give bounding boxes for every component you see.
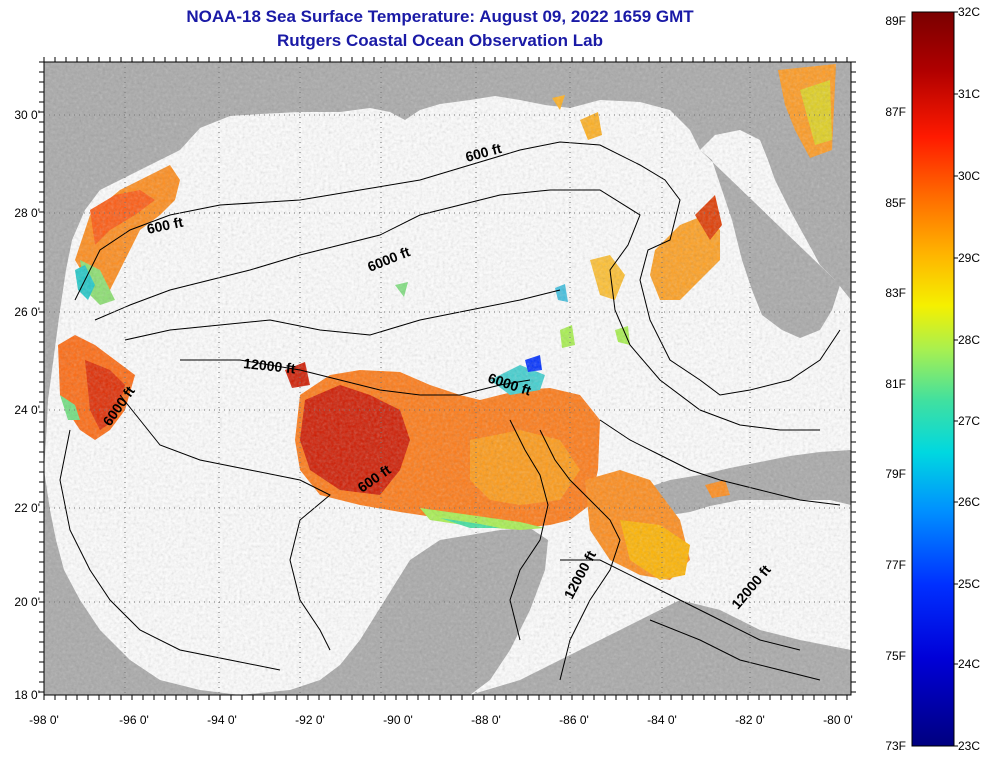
- colorbar-f-label: 81F: [885, 377, 906, 391]
- colorbar-f-label: 79F: [885, 467, 906, 481]
- colorbar-f-label: 75F: [885, 649, 906, 663]
- lon-tick-label: -84 0': [647, 713, 677, 727]
- contour-label: 600 ft: [145, 214, 184, 237]
- colorbar-f-label: 73F: [885, 739, 906, 753]
- colorbar-f-label: 77F: [885, 558, 906, 572]
- colorbar-c-label: 30C: [958, 169, 980, 183]
- colorbar-f-label: 85F: [885, 196, 906, 210]
- lon-tick-label: -90 0': [383, 713, 413, 727]
- latitude-labels: 30 0' 28 0' 26 0' 24 0' 22 0' 20 0' 18 0…: [14, 108, 40, 702]
- lon-tick-label: -88 0': [471, 713, 501, 727]
- lat-tick-label: 22 0': [14, 501, 40, 515]
- lat-tick-label: 26 0': [14, 305, 40, 319]
- lon-tick-label: -82 0': [735, 713, 765, 727]
- lon-tick-label: -96 0': [119, 713, 149, 727]
- bathymetry-contours: [59, 141, 841, 681]
- contour-label: 12000 ft: [243, 355, 297, 376]
- colorbar-c-label: 27C: [958, 414, 980, 428]
- colorbar-gradient: [911, 11, 955, 747]
- colorbar-f-label: 89F: [885, 14, 906, 28]
- colorbar-f-label: 87F: [885, 105, 906, 119]
- lat-tick-label: 24 0': [14, 403, 40, 417]
- colorbar-c-label: 26C: [958, 495, 980, 509]
- lat-tick-label: 18 0': [14, 688, 40, 702]
- colorbar-c-label: 29C: [958, 251, 980, 265]
- graticule: [44, 62, 851, 695]
- colorbar-c-label: 25C: [958, 577, 980, 591]
- lon-tick-label: -92 0': [295, 713, 325, 727]
- lat-tick-label: 28 0': [14, 206, 40, 220]
- lat-tick-label: 30 0': [14, 108, 40, 122]
- colorbar: 89F 87F 85F 83F 81F 79F 77F 75F 73F 32C …: [885, 5, 980, 753]
- lon-tick-label: -80 0': [823, 713, 853, 727]
- colorbar-f-label: 83F: [885, 286, 906, 300]
- colorbar-c-label: 24C: [958, 657, 980, 671]
- colorbar-c-label: 31C: [958, 87, 980, 101]
- colorbar-c-label: 32C: [958, 5, 980, 19]
- colorbar-c-label: 23C: [958, 739, 980, 753]
- lon-tick-label: -94 0': [207, 713, 237, 727]
- colorbar-c-label: 28C: [958, 333, 980, 347]
- map-subtitle: Rutgers Coastal Ocean Observation Lab: [277, 31, 603, 50]
- longitude-labels: -98 0' -96 0' -94 0' -92 0' -90 0' -88 0…: [29, 713, 853, 727]
- lon-tick-label: -86 0': [559, 713, 589, 727]
- map-title: NOAA-18 Sea Surface Temperature: August …: [186, 7, 694, 26]
- lat-tick-label: 20 0': [14, 595, 40, 609]
- lon-tick-label: -98 0': [29, 713, 59, 727]
- edge-ticks: [39, 57, 856, 700]
